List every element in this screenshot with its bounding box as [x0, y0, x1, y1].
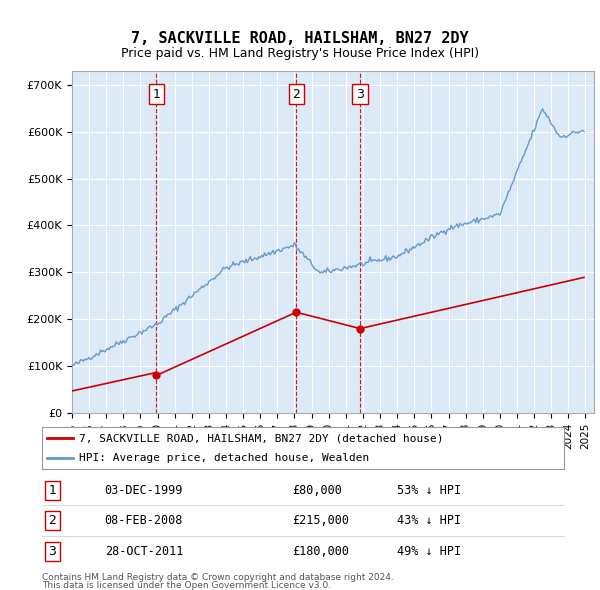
Text: 28-OCT-2011: 28-OCT-2011: [104, 545, 183, 558]
Text: 1: 1: [49, 484, 56, 497]
Text: HPI: Average price, detached house, Wealden: HPI: Average price, detached house, Weal…: [79, 454, 369, 463]
Text: Price paid vs. HM Land Registry's House Price Index (HPI): Price paid vs. HM Land Registry's House …: [121, 47, 479, 60]
Text: 1: 1: [152, 88, 160, 101]
Text: 7, SACKVILLE ROAD, HAILSHAM, BN27 2DY (detached house): 7, SACKVILLE ROAD, HAILSHAM, BN27 2DY (d…: [79, 434, 443, 444]
Text: 7, SACKVILLE ROAD, HAILSHAM, BN27 2DY: 7, SACKVILLE ROAD, HAILSHAM, BN27 2DY: [131, 31, 469, 46]
Text: This data is licensed under the Open Government Licence v3.0.: This data is licensed under the Open Gov…: [42, 581, 331, 590]
Text: 53% ↓ HPI: 53% ↓ HPI: [397, 484, 461, 497]
Text: 43% ↓ HPI: 43% ↓ HPI: [397, 514, 461, 527]
Text: 08-FEB-2008: 08-FEB-2008: [104, 514, 183, 527]
Text: £215,000: £215,000: [293, 514, 350, 527]
Text: 3: 3: [356, 88, 364, 101]
Text: £180,000: £180,000: [293, 545, 350, 558]
Text: Contains HM Land Registry data © Crown copyright and database right 2024.: Contains HM Land Registry data © Crown c…: [42, 572, 394, 582]
Text: £80,000: £80,000: [293, 484, 343, 497]
Text: 2: 2: [292, 88, 300, 101]
Text: 03-DEC-1999: 03-DEC-1999: [104, 484, 183, 497]
Text: 49% ↓ HPI: 49% ↓ HPI: [397, 545, 461, 558]
Text: 2: 2: [49, 514, 56, 527]
Text: 3: 3: [49, 545, 56, 558]
